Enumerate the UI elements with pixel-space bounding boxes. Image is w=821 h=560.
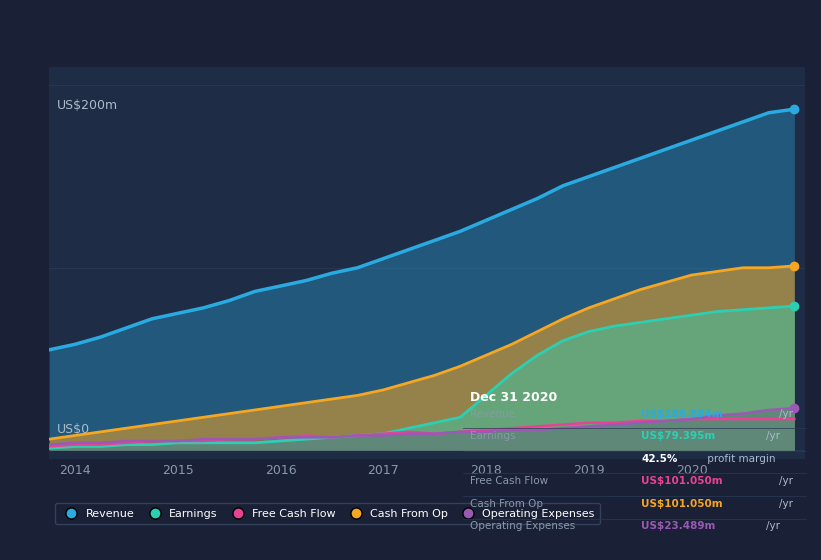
Text: /yr: /yr bbox=[779, 499, 793, 509]
Text: Revenue: Revenue bbox=[470, 409, 515, 419]
Text: US$200m: US$200m bbox=[57, 99, 118, 111]
Text: /yr: /yr bbox=[766, 431, 781, 441]
Legend: Revenue, Earnings, Free Cash Flow, Cash From Op, Operating Expenses: Revenue, Earnings, Free Cash Flow, Cash … bbox=[55, 503, 600, 524]
Text: Earnings: Earnings bbox=[470, 431, 516, 441]
Text: /yr: /yr bbox=[766, 521, 781, 531]
Text: Operating Expenses: Operating Expenses bbox=[470, 521, 576, 531]
Text: US$101.050m: US$101.050m bbox=[641, 477, 723, 486]
Text: US$23.489m: US$23.489m bbox=[641, 521, 716, 531]
Text: US$101.050m: US$101.050m bbox=[641, 499, 723, 509]
Text: /yr: /yr bbox=[779, 477, 793, 486]
Text: US$186.884m: US$186.884m bbox=[641, 409, 723, 419]
Text: US$0: US$0 bbox=[57, 423, 90, 436]
Text: 42.5%: 42.5% bbox=[641, 454, 678, 464]
Text: profit margin: profit margin bbox=[704, 454, 775, 464]
Text: US$79.395m: US$79.395m bbox=[641, 431, 716, 441]
Text: Free Cash Flow: Free Cash Flow bbox=[470, 477, 548, 486]
Text: Cash From Op: Cash From Op bbox=[470, 499, 543, 509]
Text: /yr: /yr bbox=[779, 409, 793, 419]
Text: Dec 31 2020: Dec 31 2020 bbox=[470, 391, 557, 404]
